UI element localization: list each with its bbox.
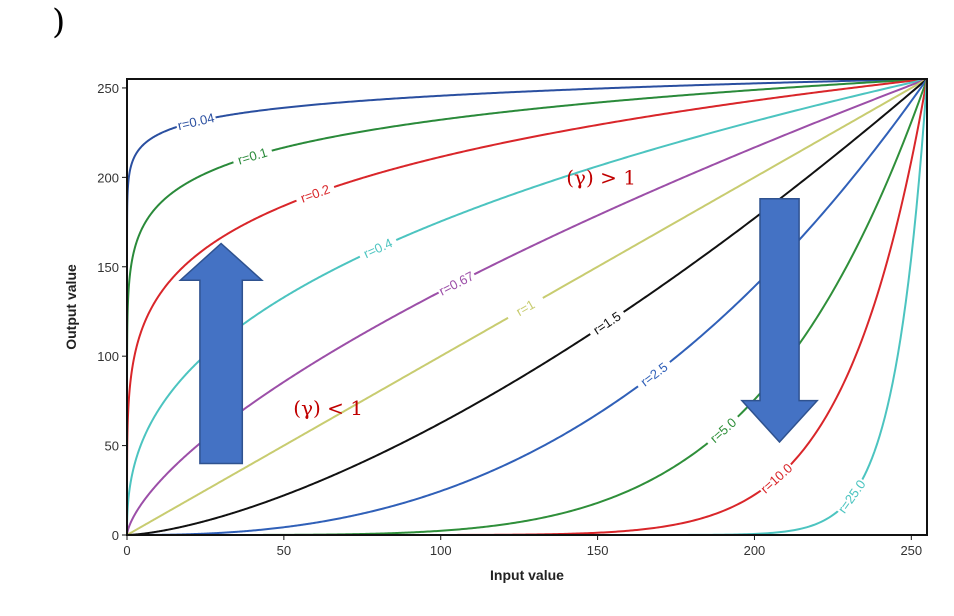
x-tick-label: 200 — [744, 543, 766, 558]
y-axis-label: Output value — [63, 264, 79, 350]
x-tick-label: 50 — [277, 543, 291, 558]
y-tick-label: 50 — [105, 439, 119, 454]
arrow-group — [178, 198, 819, 465]
curve-r-0-67 — [126, 78, 928, 535]
curve-label-backdrop — [174, 109, 218, 134]
arrow-up — [178, 242, 264, 465]
curve-r-1-5 — [127, 78, 928, 536]
curve-label-backdrop — [756, 459, 797, 498]
y-tick-label: 0 — [112, 528, 119, 543]
gamma-annotation: (γ) < 1 — [293, 396, 363, 420]
curve-label-backdrop — [633, 355, 675, 393]
curve-label-backdrop — [356, 232, 400, 264]
curve-label-backdrop — [833, 475, 870, 518]
arrow-down — [740, 198, 819, 444]
curve-r-1 — [126, 78, 928, 536]
curve-r-0-4 — [126, 78, 928, 535]
curve-label-backdrop — [434, 267, 478, 300]
tick-group: 0 50 100 150 200 250 0 50 100 150 200 250 — [97, 81, 922, 558]
curve-label: r=0.4 — [361, 235, 395, 261]
y-tick-label: 100 — [97, 349, 119, 364]
y-tick-label: 250 — [97, 81, 119, 96]
curve-label-backdrop — [504, 291, 547, 325]
x-tick-label: 100 — [430, 543, 452, 558]
plot-frame — [126, 78, 928, 536]
curve-r-0-04 — [126, 78, 928, 535]
gamma-annotation: (γ) > 1 — [566, 165, 636, 189]
curve-label-backdrop — [585, 305, 629, 341]
corner-parenthesis: ) — [52, 2, 66, 42]
x-tick-label: 150 — [587, 543, 609, 558]
y-tick-label: 150 — [97, 260, 119, 275]
x-axis-label: Input value — [490, 567, 564, 583]
annotation-group: (γ) > 1 (γ) < 1 — [293, 165, 636, 420]
curve-label-backdrop — [293, 179, 337, 208]
curve-label-backdrop — [702, 411, 744, 450]
x-tick-label: 250 — [900, 543, 922, 558]
curve-label: r=10.0 — [758, 460, 796, 496]
curve-r-0-1 — [126, 78, 928, 535]
curve-label-backdrop — [231, 142, 274, 170]
curve-label: r=0.67 — [436, 268, 476, 298]
y-tick-label: 200 — [97, 170, 119, 185]
x-tick-label: 0 — [123, 543, 130, 558]
